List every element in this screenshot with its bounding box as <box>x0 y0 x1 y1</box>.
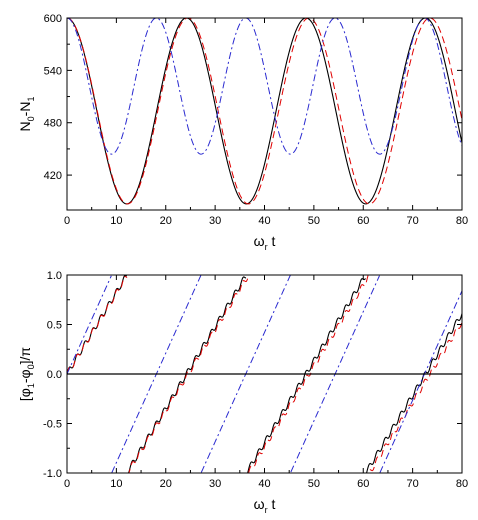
bottom-y-tick-label: -0.5 <box>43 419 62 431</box>
top-x-tick-label: 0 <box>64 215 70 227</box>
top-x-tick-label: 50 <box>308 215 320 227</box>
top-y-tick-label: 420 <box>44 170 62 182</box>
top-y-tick-label: 540 <box>44 65 62 77</box>
bottom-x-tick-label: 40 <box>258 478 270 490</box>
top-series-dashed-0 <box>67 18 462 205</box>
bottom-x-tick-label: 60 <box>357 478 369 490</box>
bottom-series-solid-2 <box>247 278 366 473</box>
top-plot-frame <box>66 17 463 211</box>
top-x-tick-label: 60 <box>357 215 369 227</box>
top-ticks: 0 10 20 30 40 50 60 70 80 420 480 540 600 <box>44 13 468 227</box>
top-series-solid-0 <box>67 18 462 205</box>
top-y-axis-label: N0-N1 <box>17 97 36 132</box>
top-x-tick-label: 40 <box>258 215 270 227</box>
bottom-series-solid-3 <box>365 313 462 473</box>
bottom-y-tick-label: 1.0 <box>47 270 62 282</box>
top-series-dashdot-0 <box>67 18 462 155</box>
bottom-y-tick-label: -1.0 <box>43 468 62 480</box>
bottom-x-tick-label: 30 <box>209 478 221 490</box>
bottom-x-tick-label: 80 <box>456 478 468 490</box>
bottom-series-dashed-0 <box>67 276 128 375</box>
top-x-tick-label: 20 <box>160 215 172 227</box>
bottom-ticks: 0 10 20 30 40 50 60 70 80 -1.0 -0.5 0.0 0.5 1.0 <box>43 270 468 490</box>
bottom-y-axis-label: [φ1-φ0]/π <box>17 347 36 402</box>
bottom-x-tick-label: 50 <box>308 478 320 490</box>
bottom-x-tick-label: 0 <box>64 478 70 490</box>
bottom-series-dashed-1 <box>128 276 249 473</box>
bottom-series-solid-1 <box>127 276 247 473</box>
top-x-axis-label: ωr t <box>254 233 276 252</box>
bottom-y-tick-label: 0.5 <box>47 320 62 332</box>
bottom-x-axis-label: ωr t <box>254 496 276 515</box>
bottom-x-tick-label: 70 <box>407 478 419 490</box>
top-x-tick-label: 80 <box>456 215 468 227</box>
bottom-series-solid-0 <box>67 275 127 375</box>
bottom-y-tick-label: 0.0 <box>47 369 62 381</box>
bottom-x-tick-label: 20 <box>160 478 172 490</box>
top-x-tick-label: 70 <box>407 215 419 227</box>
top-x-tick-label: 10 <box>110 215 122 227</box>
bottom-panel: 0 10 20 30 40 50 60 70 80-1.0-0.50.00.51.0 ωr t … <box>17 270 468 515</box>
top-x-tick-label: 30 <box>209 215 221 227</box>
top-y-tick-label: 480 <box>44 118 62 130</box>
bottom-x-tick-label: 10 <box>110 478 122 490</box>
top-y-tick-label: 600 <box>44 13 62 25</box>
top-series-layer <box>67 18 462 205</box>
bottom-series-dashdot-0 <box>67 275 112 375</box>
bottom-series-dashed-3 <box>369 321 462 472</box>
top-panel: 0 10 20 30 40 50 60 70 80 420 480 540 600 ωr t N0-N1 <box>17 13 468 252</box>
bottom-series-dashed-2 <box>248 275 369 473</box>
bottom-series-dashdot-4 <box>379 290 462 473</box>
